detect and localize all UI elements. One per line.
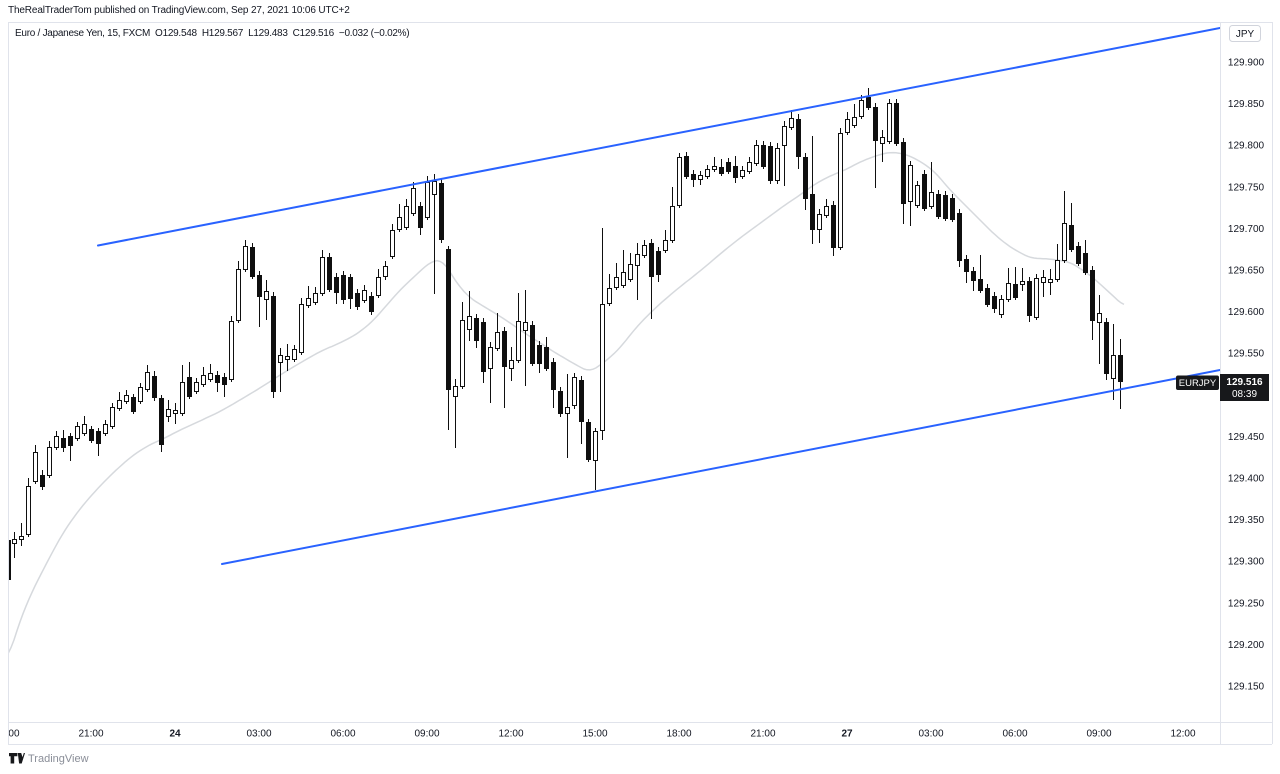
svg-text:06:00: 06:00 (1002, 729, 1027, 740)
svg-text:21:00: 21:00 (750, 729, 775, 740)
svg-text:JPY: JPY (1236, 29, 1255, 40)
svg-text:12:00: 12:00 (1170, 729, 1195, 740)
svg-text:129.200: 129.200 (1228, 640, 1265, 651)
svg-text:03:00: 03:00 (246, 729, 271, 740)
svg-text:129.350: 129.350 (1228, 515, 1265, 526)
svg-text:12:00: 12:00 (498, 729, 523, 740)
svg-text:09:00: 09:00 (1086, 729, 1111, 740)
svg-text:08:39: 08:39 (1232, 389, 1257, 400)
svg-text:24: 24 (169, 729, 181, 740)
svg-text:129.300: 129.300 (1228, 557, 1265, 568)
svg-text:06:00: 06:00 (330, 729, 355, 740)
svg-text:129.250: 129.250 (1228, 598, 1265, 609)
svg-text:129.850: 129.850 (1228, 99, 1265, 110)
svg-text:18:00: 18:00 (666, 729, 691, 740)
svg-text:129.450: 129.450 (1228, 432, 1265, 443)
svg-text:129.400: 129.400 (1228, 474, 1265, 485)
svg-text:21:00: 21:00 (78, 729, 103, 740)
svg-text:15:00: 15:00 (582, 729, 607, 740)
svg-text:09:00: 09:00 (414, 729, 439, 740)
svg-text:129.150: 129.150 (1228, 682, 1265, 693)
svg-text:27: 27 (841, 729, 853, 740)
svg-text:18:00: 18:00 (0, 729, 20, 740)
svg-text:129.650: 129.650 (1228, 266, 1265, 277)
svg-text:129.700: 129.700 (1228, 224, 1265, 235)
svg-text:129.600: 129.600 (1228, 307, 1265, 318)
svg-text:EURJPY: EURJPY (1179, 378, 1217, 389)
svg-text:03:00: 03:00 (918, 729, 943, 740)
svg-text:129.516: 129.516 (1226, 377, 1263, 388)
svg-text:129.750: 129.750 (1228, 182, 1265, 193)
svg-text:129.550: 129.550 (1228, 349, 1265, 360)
svg-text:129.800: 129.800 (1228, 141, 1265, 152)
svg-text:129.900: 129.900 (1228, 58, 1265, 69)
